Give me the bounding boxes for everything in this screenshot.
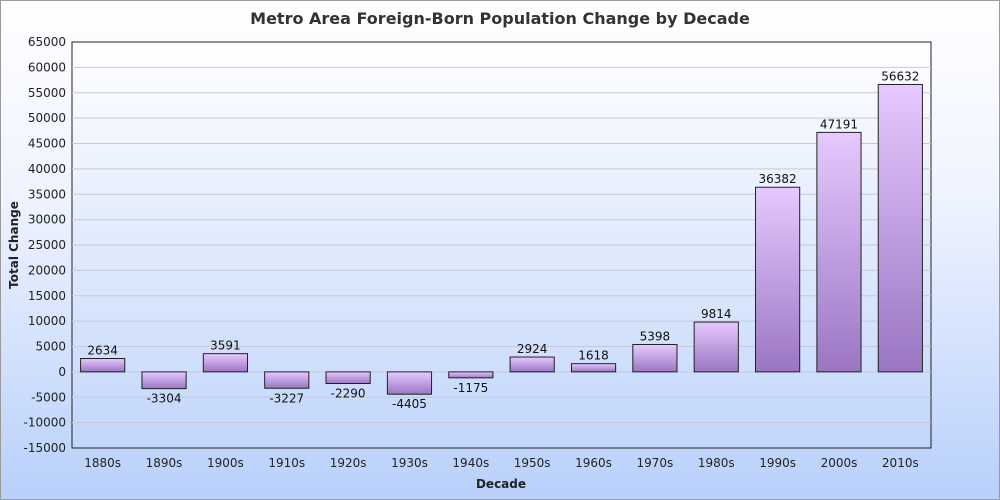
bar-1920s <box>325 371 371 384</box>
x-tick-label: 1880s <box>84 456 121 470</box>
y-tick-label: 25000 <box>28 238 66 252</box>
y-tick-label: 55000 <box>28 86 66 100</box>
y-tick-label: 45000 <box>28 137 66 151</box>
data-label: 47191 <box>820 117 858 131</box>
y-tick-label: 60000 <box>28 60 66 74</box>
chart-title: Metro Area Foreign-Born Population Chang… <box>250 9 750 28</box>
data-label: -2290 <box>331 386 366 400</box>
data-label: -3227 <box>269 391 304 405</box>
y-tick-label: 10000 <box>28 314 66 328</box>
bar-1900s <box>202 353 248 373</box>
y-tick-label: 40000 <box>28 162 66 176</box>
bar-1940s <box>448 371 494 379</box>
bar-1980s <box>693 321 739 373</box>
bar-1960s <box>570 363 617 373</box>
bar-1880s <box>80 358 126 373</box>
y-tick-label: 20000 <box>28 263 66 277</box>
data-label: 36382 <box>759 172 797 186</box>
x-tick-label: 1890s <box>146 456 183 470</box>
data-label: 5398 <box>640 329 671 343</box>
bar-1930s <box>386 371 433 395</box>
x-axis-ticks: 1880s 1890s 1900s 1910s 1920s 1930s 1940s 1950s… <box>84 456 918 470</box>
data-label: 2634 <box>87 344 118 358</box>
data-label: -3304 <box>147 392 182 406</box>
y-tick-label: 30000 <box>28 213 66 227</box>
x-tick-label: 1940s <box>452 456 489 470</box>
y-axis-ticks: -15000 -10000 -5000 0 5000 10000 15000 20000 250… <box>23 35 66 455</box>
y-tick-label: -15000 <box>23 441 66 455</box>
bar-1990s <box>755 186 801 373</box>
y-tick-label: -5000 <box>31 390 66 404</box>
x-axis-label: Decade <box>476 477 526 491</box>
data-label: 9814 <box>701 307 732 321</box>
x-tick-label: 1900s <box>207 456 244 470</box>
data-label: 1618 <box>578 349 609 363</box>
data-label: 2924 <box>517 342 548 356</box>
y-tick-label: 0 <box>58 365 66 379</box>
x-tick-label: 1980s <box>698 456 735 470</box>
y-tick-label: 15000 <box>28 289 66 303</box>
x-tick-label: 1930s <box>391 456 428 470</box>
data-label: -1175 <box>453 381 488 395</box>
y-tick-label: -10000 <box>23 416 66 430</box>
bar-1910s <box>264 371 310 389</box>
y-tick-label: 35000 <box>28 187 66 201</box>
bar-1890s <box>141 371 187 390</box>
data-label: -4405 <box>392 397 427 411</box>
x-tick-label: 1990s <box>759 456 796 470</box>
x-tick-label: 1970s <box>636 456 673 470</box>
bar-1970s <box>632 343 678 373</box>
bars: 2634 -3304 3591 -3227 -2290 -4405 -1175 2924 161… <box>80 69 923 411</box>
bar-1950s <box>509 356 555 373</box>
data-label: 3591 <box>210 339 241 353</box>
x-tick-label: 1910s <box>268 456 305 470</box>
bar-2010s <box>877 83 923 373</box>
y-tick-label: 50000 <box>28 111 66 125</box>
x-tick-label: 2000s <box>821 456 858 470</box>
x-tick-label: 2010s <box>882 456 919 470</box>
bar-2000s <box>816 131 862 373</box>
x-tick-label: 1950s <box>514 456 551 470</box>
x-tick-label: 1920s <box>330 456 367 470</box>
x-tick-label: 1960s <box>575 456 612 470</box>
y-axis-label: Total Change <box>7 201 21 289</box>
y-tick-label: 5000 <box>35 340 66 354</box>
data-label: 56632 <box>881 69 919 83</box>
y-tick-label: 65000 <box>28 35 66 49</box>
